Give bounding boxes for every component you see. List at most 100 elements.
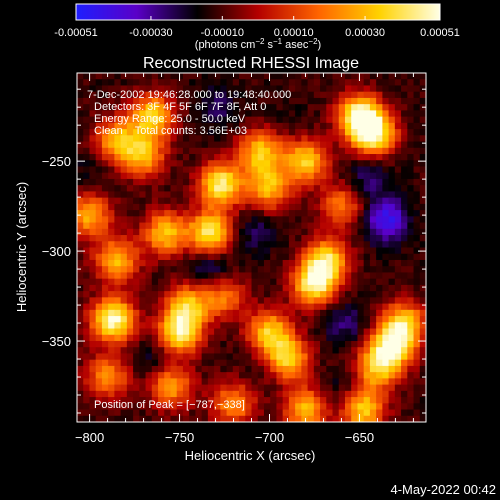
heatmap-cell (301, 73, 308, 80)
heatmap-cell (295, 197, 302, 205)
heatmap-cell (95, 116, 103, 124)
heatmap-cell (407, 129, 414, 136)
heatmap-cell (120, 85, 128, 93)
heatmap-cell (176, 297, 184, 304)
heatmap-cell (295, 266, 302, 273)
heatmap-cell (382, 154, 390, 161)
heatmap-cell (369, 309, 377, 317)
heatmap-cell (95, 384, 103, 392)
heatmap-cell (419, 291, 426, 298)
heatmap-cell (320, 172, 327, 180)
heatmap-cell (201, 154, 209, 161)
heatmap-cell (239, 178, 246, 186)
heatmap-cell (338, 104, 346, 111)
heatmap-cell (394, 309, 402, 317)
heatmap-cell (263, 147, 271, 155)
heatmap-cell (307, 384, 315, 392)
heatmap-cell (326, 284, 333, 292)
heatmap-cell (151, 104, 159, 111)
heatmap-cell (351, 334, 358, 342)
heatmap-cell (363, 129, 371, 136)
heatmap-cell (151, 409, 159, 417)
heatmap-cell (114, 97, 122, 105)
heatmap-cell (201, 147, 209, 155)
heatmap-cell (239, 278, 246, 286)
heatmap-cell (401, 384, 408, 392)
heatmap-cell (83, 334, 90, 342)
heatmap-cell (214, 172, 221, 180)
heatmap-cell (394, 166, 402, 174)
heatmap-cell (133, 259, 140, 267)
heatmap-cell (108, 73, 115, 80)
heatmap-cell (407, 253, 414, 261)
heatmap-cell (89, 97, 97, 105)
heatmap-cell (338, 415, 346, 422)
heatmap-cell (89, 91, 97, 99)
heatmap-cell (326, 166, 333, 174)
heatmap-cell (232, 403, 240, 410)
heatmap-cell (388, 253, 396, 261)
heatmap-cell (282, 135, 290, 142)
heatmap-cell (338, 359, 346, 367)
heatmap-cell (407, 403, 414, 410)
heatmap-cell (388, 135, 396, 142)
heatmap-cell (288, 353, 296, 361)
heatmap-cell (394, 297, 402, 304)
heatmap-cell (313, 110, 321, 118)
heatmap-cell (207, 203, 215, 211)
heatmap-cell (145, 166, 153, 174)
heatmap-cell (83, 110, 90, 118)
heatmap-cell (363, 203, 371, 211)
heatmap-cell (288, 185, 296, 192)
heatmap-cell (151, 166, 159, 174)
heatmap-cell (351, 384, 358, 392)
heatmap-cell (313, 409, 321, 417)
heatmap-cell (344, 172, 352, 180)
heatmap-cell (338, 340, 346, 348)
heatmap-cell (407, 241, 414, 248)
heatmap-cell (126, 79, 134, 86)
heatmap-cell (226, 316, 234, 323)
heatmap-cell (239, 129, 246, 136)
heatmap-cell (326, 216, 333, 223)
heatmap-cell (251, 91, 259, 99)
heatmap-cell (114, 116, 122, 124)
heatmap-cell (139, 241, 146, 248)
heatmap-cell (95, 97, 103, 105)
heatmap-cell (95, 166, 103, 174)
heatmap-cell (182, 328, 190, 336)
heatmap-cell (189, 415, 196, 422)
heatmap-cell (419, 378, 426, 386)
heatmap-cell (376, 129, 383, 136)
heatmap-cell (270, 353, 277, 361)
heatmap-cell (89, 110, 97, 118)
heatmap-cell (263, 178, 271, 186)
heatmap-cell (201, 191, 209, 199)
heatmap-cell (145, 191, 153, 199)
heatmap-cell (419, 135, 426, 142)
heatmap-cell (139, 384, 146, 392)
heatmap-cell (282, 172, 290, 180)
heatmap-cell (326, 303, 333, 311)
heatmap-cell (276, 384, 284, 392)
heatmap-cell (419, 210, 426, 217)
heatmap-cell (220, 185, 227, 192)
heatmap-cell (326, 91, 333, 99)
heatmap-cell (338, 266, 346, 273)
heatmap-cell (301, 191, 308, 199)
heatmap-cell (101, 110, 109, 118)
heatmap-cell (332, 91, 340, 99)
heatmap-cell (114, 390, 122, 398)
heatmap-cell (101, 85, 109, 93)
heatmap-cell (388, 73, 396, 80)
heatmap-cell (288, 372, 296, 379)
heatmap-cell (251, 403, 259, 410)
heatmap-cell (257, 384, 265, 392)
heatmap-cell (158, 347, 165, 354)
heatmap-cell (139, 340, 146, 348)
heatmap-cell (295, 272, 302, 280)
heatmap-cell (207, 415, 215, 422)
heatmap-cell (145, 322, 153, 329)
heatmap-cell (207, 141, 215, 149)
heatmap-cell (401, 266, 408, 273)
